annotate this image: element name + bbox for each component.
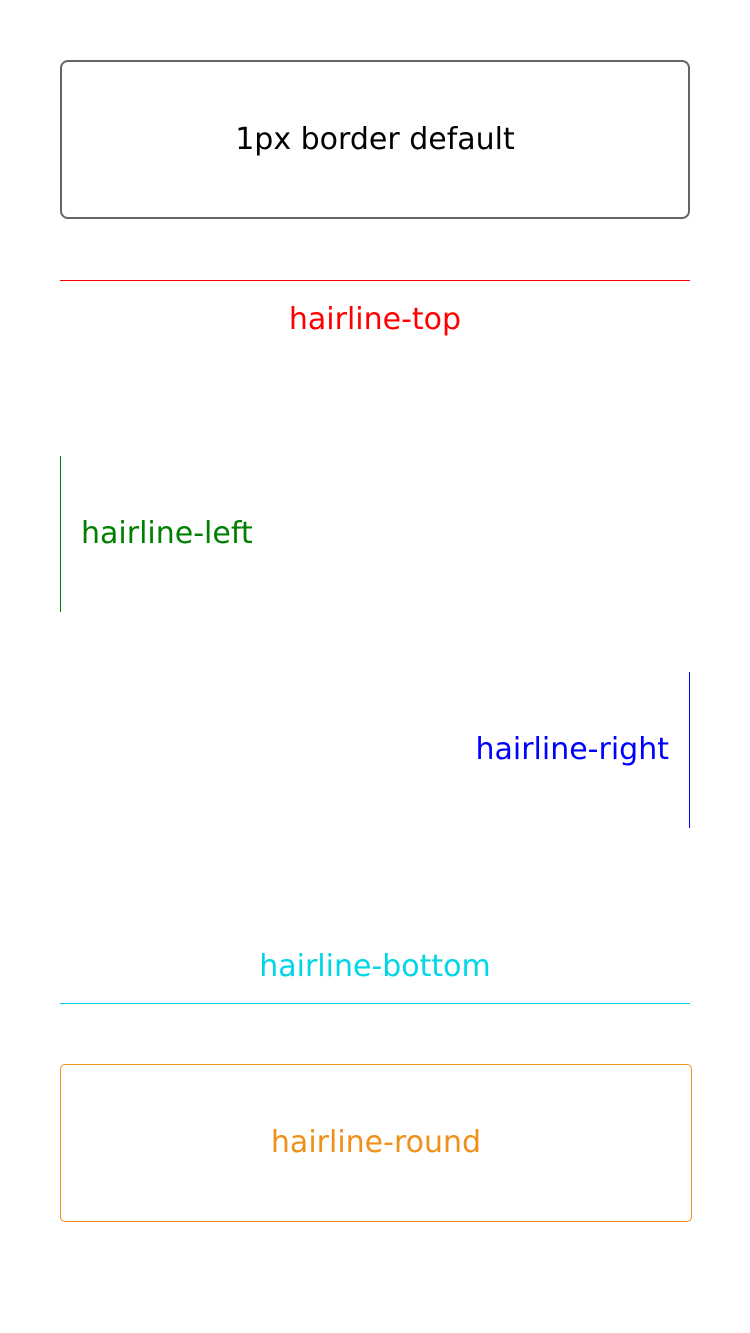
border-default-label: 1px border default: [235, 121, 515, 157]
hairline-bottom-box: hairline-bottom: [60, 920, 690, 1004]
hairline-left-box: hairline-left: [60, 456, 690, 612]
hairline-right-box: hairline-right: [60, 672, 690, 828]
border-default-box: 1px border default: [60, 60, 690, 219]
hairline-bottom-label: hairline-bottom: [259, 949, 491, 984]
hairline-right-label: hairline-right: [475, 732, 669, 767]
hairline-top-label: hairline-top: [288, 302, 462, 337]
hairline-round-box: hairline-round: [60, 1064, 692, 1222]
hairline-round-label: hairline-round: [270, 1125, 482, 1160]
hairline-left-label: hairline-left: [81, 516, 253, 551]
hairline-top-box: hairline-top: [60, 280, 690, 360]
